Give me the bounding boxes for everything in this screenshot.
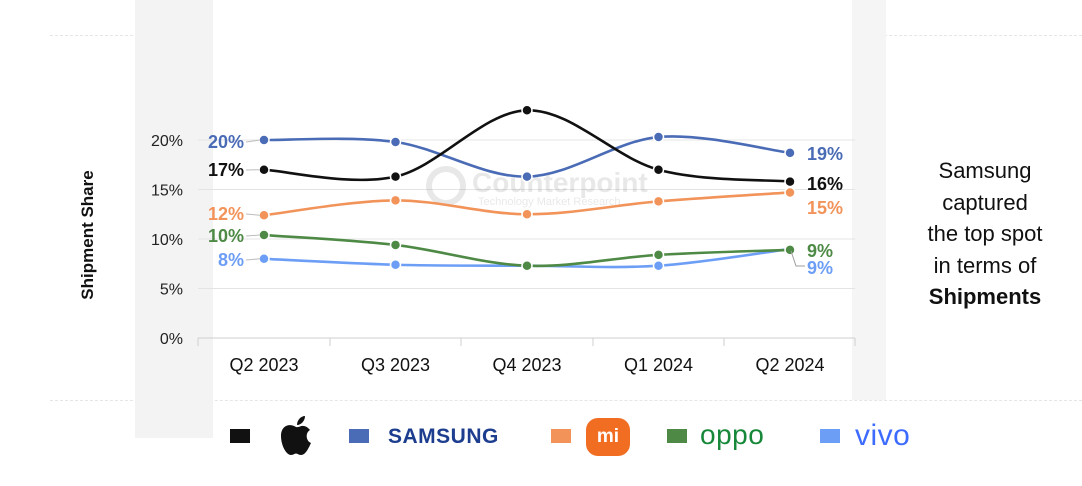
annotation-line: captured <box>942 189 1028 215</box>
legend-swatch-xiaomi <box>551 429 571 443</box>
end-label-apple: 16% <box>807 174 843 194</box>
data-point-oppo <box>784 244 796 256</box>
bottom-divider <box>50 400 1082 401</box>
start-label-leader <box>245 234 261 237</box>
data-point-vivo <box>258 253 270 265</box>
legend-swatch-vivo <box>820 429 840 443</box>
legend-vivo-logo: vivo <box>855 419 911 452</box>
end-label-xiaomi: 15% <box>807 198 843 218</box>
data-point-oppo <box>652 249 665 261</box>
watermark-logo-icon <box>426 166 466 206</box>
start-label-samsung: 20% <box>208 132 244 152</box>
data-point-samsung <box>652 131 665 143</box>
start-label-oppo: 10% <box>208 226 244 246</box>
start-label-leader <box>245 213 261 216</box>
legend-swatch-samsung <box>349 429 369 443</box>
data-point-apple <box>652 163 665 176</box>
end-label-vivo: 9% <box>807 258 833 278</box>
data-point-xiaomi <box>521 208 533 220</box>
start-label-vivo: 8% <box>218 250 244 270</box>
y-tick-label: 0% <box>160 331 183 348</box>
annotation-line: the top spot <box>927 221 1043 246</box>
x-tick-label: Q4 2023 <box>492 355 561 375</box>
y-tick-label: 15% <box>151 183 183 200</box>
watermark-title: Counterpoint <box>472 167 648 198</box>
legend-swatch-apple <box>230 429 250 443</box>
y-tick-label: 20% <box>151 133 183 150</box>
data-point-samsung <box>521 170 533 183</box>
end-label-oppo: 9% <box>807 241 833 261</box>
data-point-oppo <box>521 259 533 272</box>
x-tick-label: Q3 2023 <box>361 355 430 375</box>
x-tick-label: Q2 2023 <box>229 355 298 375</box>
legend-swatch-oppo <box>667 429 687 443</box>
data-point-oppo <box>258 229 270 241</box>
data-point-samsung <box>258 134 270 146</box>
start-label-apple: 17% <box>208 160 244 180</box>
x-tick-label: Q2 2024 <box>755 355 824 375</box>
start-label-xiaomi: 12% <box>208 204 244 224</box>
data-point-vivo <box>652 259 665 272</box>
end-label-leader-vivo <box>790 250 805 267</box>
left-shade-panel <box>135 0 213 438</box>
y-axis-title: Shipment Share <box>78 170 97 300</box>
y-tick-label: 5% <box>160 282 183 299</box>
apple-logo-icon <box>281 416 311 455</box>
annotation-text: Samsung captured the top spot in terms o… <box>902 155 1068 313</box>
annotation-line: in terms of <box>933 252 1037 278</box>
annotation-bold-line: Shipments <box>928 284 1042 309</box>
data-point-xiaomi <box>389 194 402 207</box>
start-label-leader <box>245 139 261 143</box>
data-point-samsung <box>389 136 402 148</box>
data-point-xiaomi <box>258 209 270 221</box>
data-point-samsung <box>784 147 796 159</box>
legend-samsung-logo: SAMSUNG <box>388 425 499 448</box>
data-point-xiaomi <box>784 186 796 199</box>
annotation-line: Samsung <box>938 158 1032 183</box>
data-point-oppo <box>389 239 402 251</box>
watermark-subtitle: Technology Market Research <box>478 196 620 208</box>
data-point-xiaomi <box>652 195 665 208</box>
data-point-apple <box>521 104 533 117</box>
x-tick-label: Q1 2024 <box>624 355 693 375</box>
data-point-apple <box>258 163 270 176</box>
data-point-vivo <box>389 258 402 271</box>
plot-panel <box>213 0 852 400</box>
right-shade-panel <box>852 0 886 400</box>
data-point-apple <box>784 175 796 188</box>
legend-oppo-logo: oppo <box>700 419 765 450</box>
y-tick-label: 10% <box>151 232 183 249</box>
data-point-apple <box>389 170 402 183</box>
start-label-leader <box>245 258 261 261</box>
mi-logo-icon: mi <box>586 418 630 456</box>
end-label-samsung: 19% <box>807 144 843 164</box>
